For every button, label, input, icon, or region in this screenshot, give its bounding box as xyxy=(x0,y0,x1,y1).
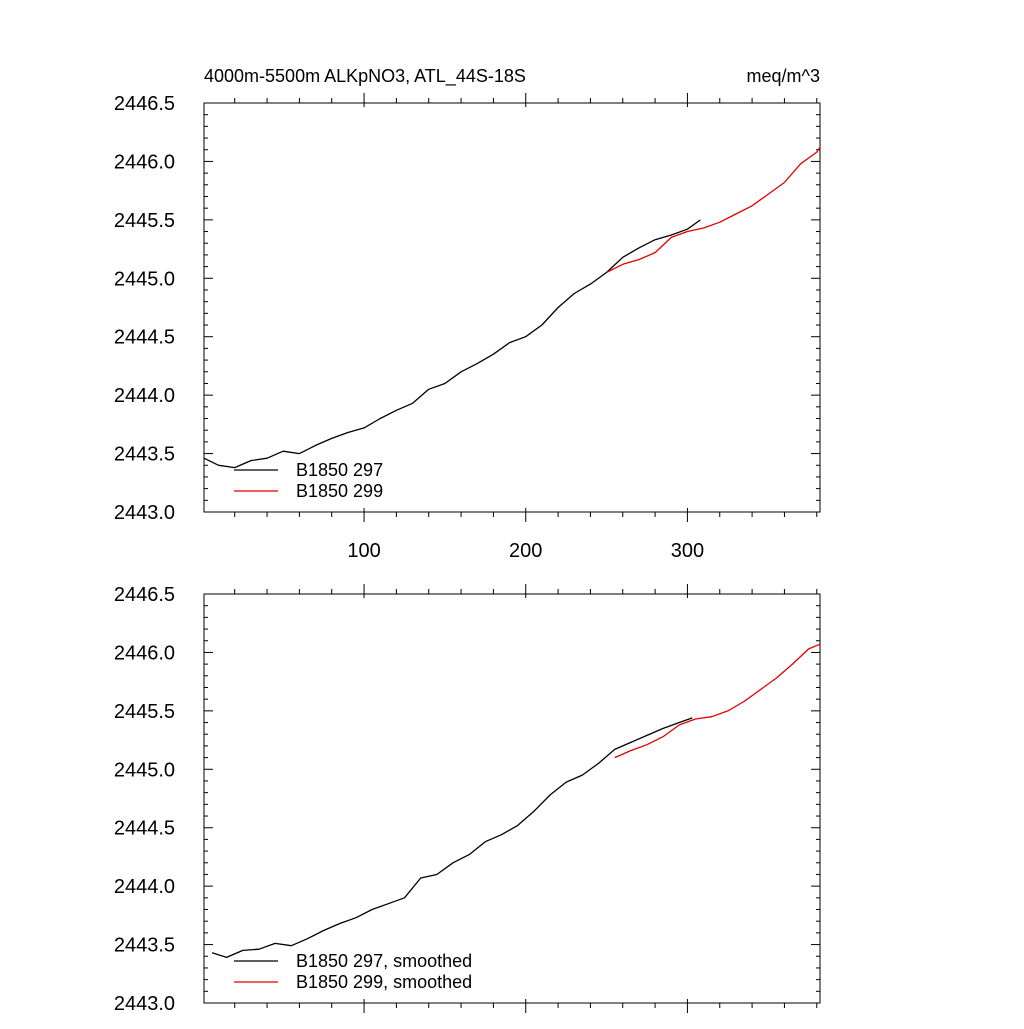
chart-title: 4000m-5500m ALKpNO3, ATL_44S-18S xyxy=(204,66,526,87)
y-tick-label: 2446.0 xyxy=(114,642,175,664)
y-tick-label: 2445.5 xyxy=(114,210,175,232)
legend-label: B1850 297 xyxy=(296,460,383,480)
units-label: meq/m^3 xyxy=(747,66,820,86)
y-tick-label: 2445.0 xyxy=(114,759,175,781)
legend-label: B1850 299 xyxy=(296,481,383,501)
y-tick-label: 2446.5 xyxy=(114,93,175,115)
y-tick-label: 2446.5 xyxy=(114,584,175,606)
y-tick-label: 2445.0 xyxy=(114,268,175,290)
x-tick-label: 200 xyxy=(509,540,542,562)
panel-bottom: 2443.0 2443.5 2444.0 2444.5 2445.0 2445.5 2446… xyxy=(114,584,821,1015)
x-tick-label: 300 xyxy=(671,540,704,562)
series-line-2 xyxy=(614,643,821,759)
y-tick-label: 2444.5 xyxy=(114,327,175,349)
series-line-1 xyxy=(203,219,701,469)
series-line-1 xyxy=(211,717,693,959)
plot-frame xyxy=(203,593,821,1004)
x-tick-label: 100 xyxy=(347,540,380,562)
y-tick-label: 2444.5 xyxy=(114,818,175,840)
y-tick-label: 2443.0 xyxy=(114,502,175,524)
series-line-2 xyxy=(606,147,821,273)
legend-label: B1850 299, smoothed xyxy=(296,972,472,992)
panel-top: 2443.0 2443.5 2444.0 2444.5 2445.0 2445.5 2446… xyxy=(114,93,821,562)
y-tick-label: 2443.0 xyxy=(114,993,175,1015)
y-tick-label: 2444.0 xyxy=(114,385,175,407)
y-tick-label: 2443.5 xyxy=(114,444,175,466)
legend-label: B1850 297, smoothed xyxy=(296,951,472,971)
y-tick-label: 2446.0 xyxy=(114,151,175,173)
plot-frame xyxy=(203,102,821,513)
y-tick-label: 2443.5 xyxy=(114,935,175,957)
y-tick-label: 2445.5 xyxy=(114,701,175,723)
y-tick-label: 2444.0 xyxy=(114,876,175,898)
